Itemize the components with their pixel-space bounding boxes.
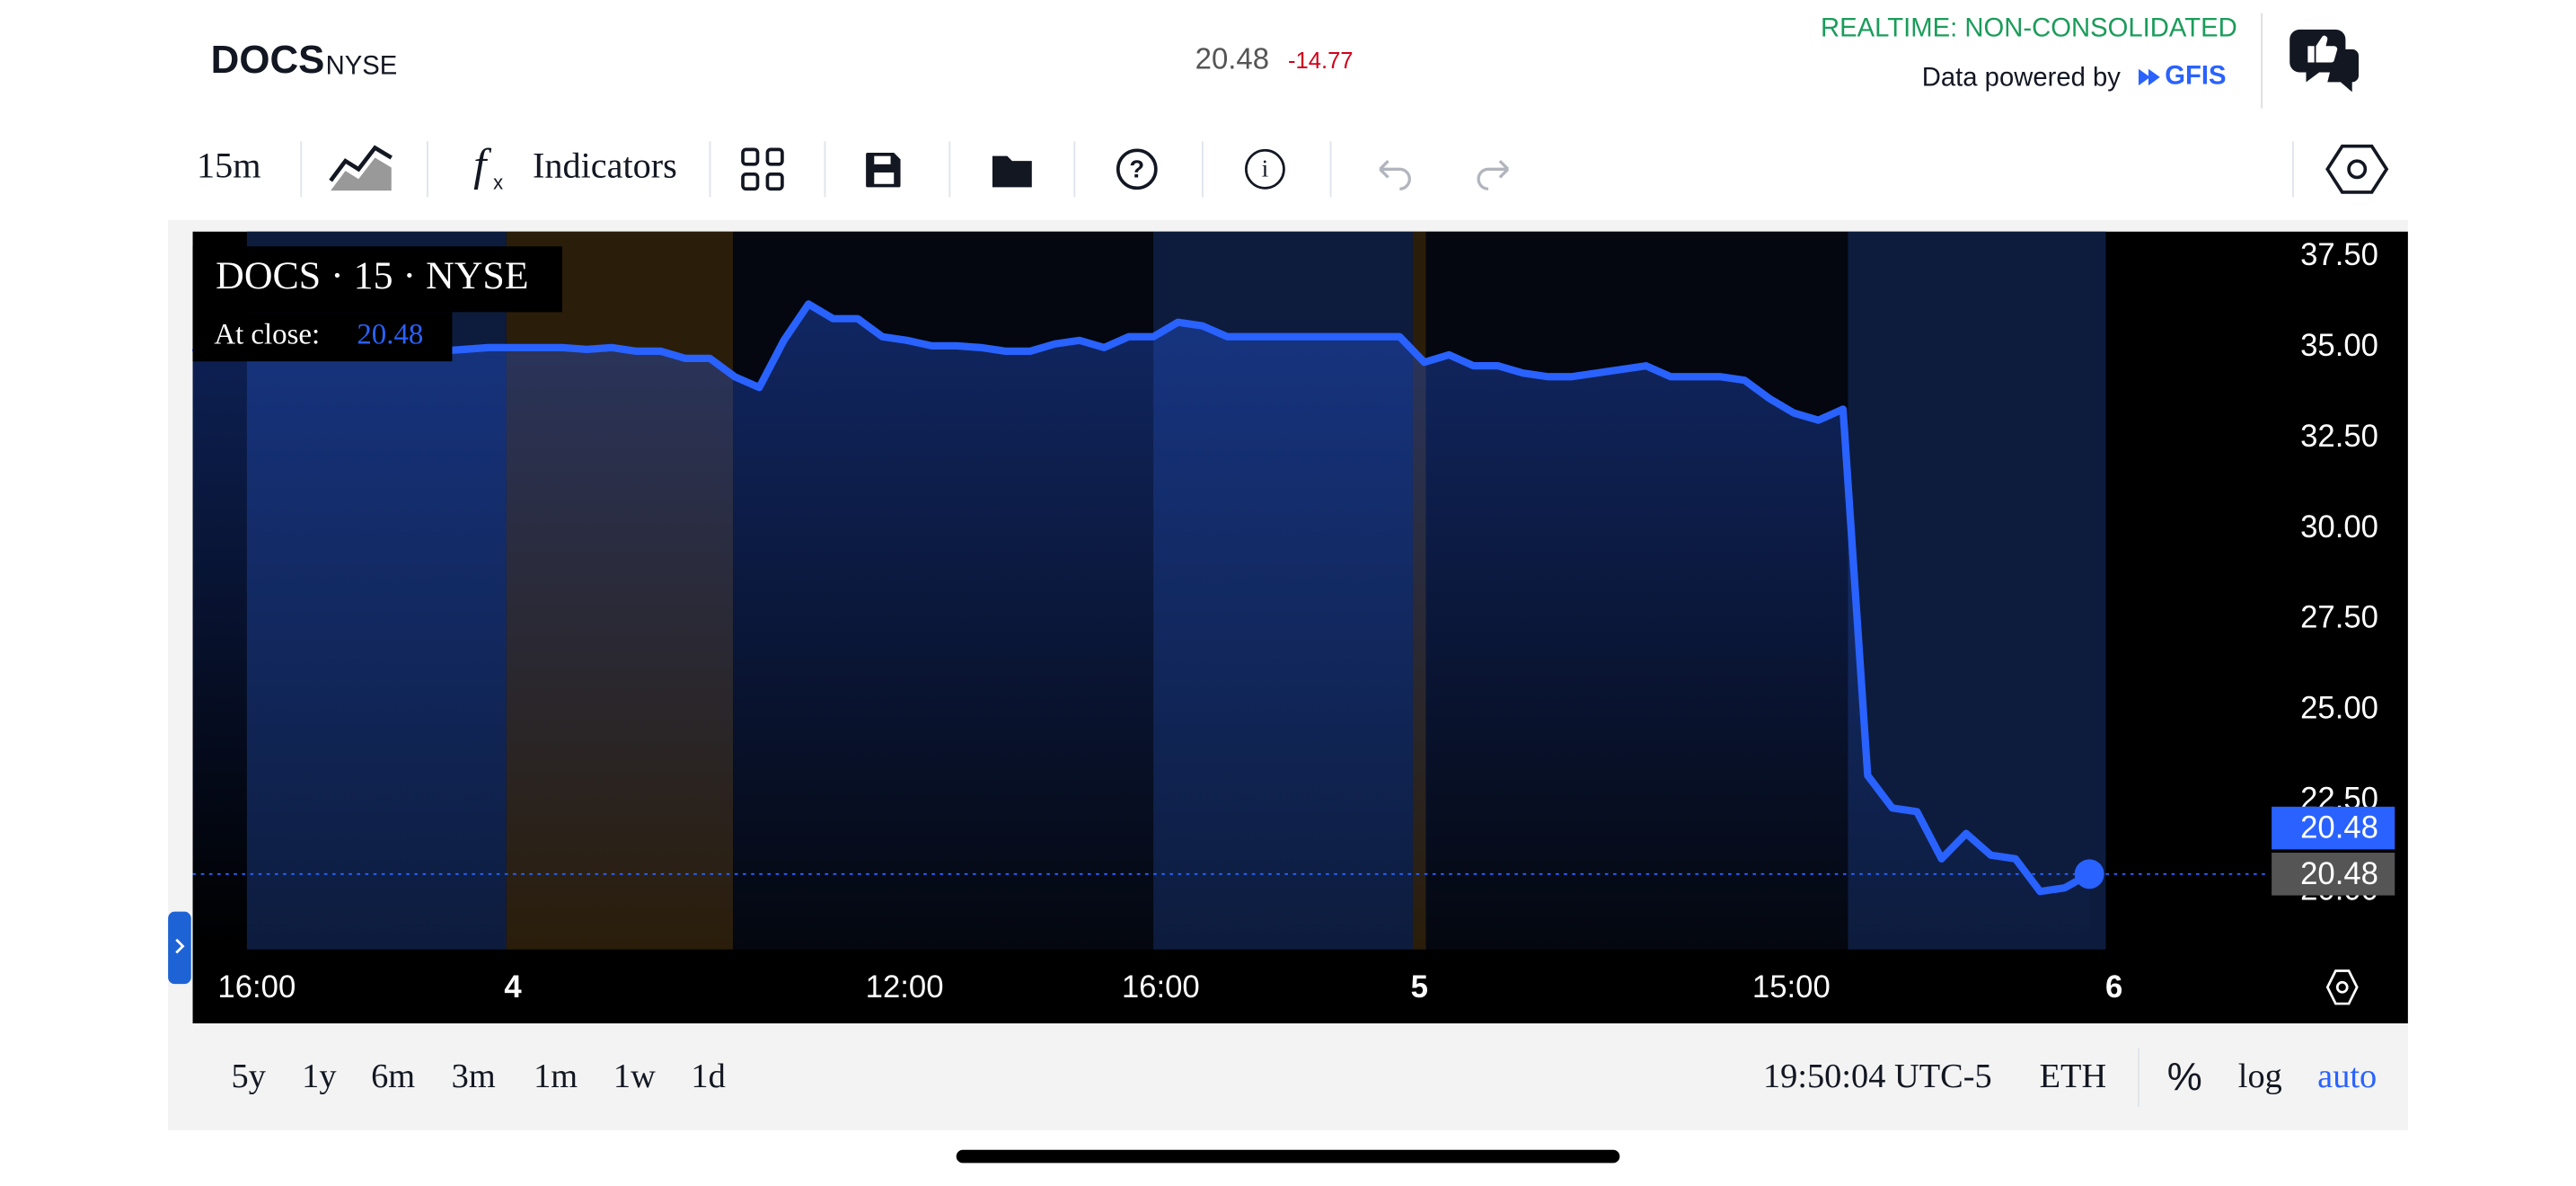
- svg-text:f: f: [473, 139, 492, 190]
- provider: GFIS: [2165, 62, 2226, 91]
- info-button[interactable]: i: [1245, 148, 1285, 190]
- axes: 20.0022.5025.0027.5030.0032.5035.0037.50…: [217, 238, 2395, 1005]
- range-button[interactable]: 3m: [452, 1058, 496, 1095]
- toolbar-separators: [300, 141, 2294, 198]
- legend-title: DOCS · 15 · NYSE: [216, 254, 528, 297]
- legend-box: [192, 312, 453, 362]
- svg-text:?: ?: [1129, 155, 1144, 182]
- home-indicator: [956, 1149, 1620, 1164]
- save-button[interactable]: [866, 153, 901, 188]
- provider-logo: [2139, 68, 2160, 86]
- x-tick-label: 16:00: [1122, 970, 1200, 1005]
- x-tick-label: 6: [2105, 970, 2122, 1005]
- price-label-box: [2272, 853, 2395, 896]
- x-tick-label: 4: [504, 970, 522, 1005]
- indicators-label: Indicators: [533, 146, 677, 186]
- y-tick-label: 37.50: [2300, 238, 2378, 272]
- price-label: 20.48: [2300, 857, 2378, 891]
- side-panel-toggle[interactable]: [168, 911, 191, 985]
- undo-button[interactable]: [1379, 160, 1411, 190]
- redo-button[interactable]: [1477, 160, 1510, 190]
- y-tick-label: 27.50: [2300, 601, 2378, 635]
- range-button[interactable]: 1w: [613, 1058, 656, 1095]
- area-fill: [192, 304, 2090, 950]
- open-button[interactable]: [992, 155, 1032, 188]
- range-button[interactable]: 1y: [302, 1058, 337, 1095]
- x-tick-label: 12:00: [866, 970, 944, 1005]
- help-button[interactable]: ?: [1116, 148, 1158, 190]
- session-button[interactable]: ETH: [2040, 1058, 2107, 1095]
- price-label: 20.48: [2300, 811, 2378, 845]
- x-tick-label: 15:00: [1752, 970, 1831, 1005]
- layout-button[interactable]: [741, 147, 784, 191]
- range-button[interactable]: 1m: [534, 1058, 578, 1095]
- time-axis-settings[interactable]: [2325, 969, 2359, 1005]
- feedback-button[interactable]: [2289, 29, 2360, 93]
- exchange: NYSE: [326, 52, 398, 81]
- y-tick-label: 30.00: [2300, 510, 2378, 544]
- price-label-box: [2272, 806, 2395, 850]
- x-tick-label: 16:00: [217, 970, 296, 1005]
- range-buttons: 5y 1y 6m 3m 1m 1w 1d: [232, 1058, 726, 1095]
- legend-box: [192, 246, 562, 313]
- at-close-value: 20.48: [357, 318, 423, 350]
- svg-text:x: x: [493, 172, 503, 194]
- interval-button[interactable]: 15m: [197, 146, 261, 186]
- symbol: DOCS: [211, 38, 325, 82]
- range-button[interactable]: 5y: [232, 1058, 267, 1095]
- y-tick-label: 35.00: [2300, 329, 2378, 363]
- auto-button[interactable]: auto: [2317, 1058, 2377, 1095]
- change: -14.77: [1288, 49, 1354, 74]
- price: 20.48: [1195, 41, 1269, 75]
- price-line: [191, 300, 2092, 896]
- log-button[interactable]: log: [2238, 1058, 2282, 1095]
- realtime-status: REALTIME: NON-CONSOLIDATED: [1821, 14, 2237, 43]
- y-tick-label: 25.00: [2300, 692, 2378, 726]
- percent-button[interactable]: %: [2167, 1055, 2202, 1099]
- settings-button[interactable]: [2325, 144, 2389, 194]
- range-button[interactable]: 1d: [691, 1058, 725, 1095]
- indicators-button[interactable]: f x Indicators: [473, 139, 677, 194]
- plot: [191, 300, 2267, 950]
- chart-type-button[interactable]: [329, 145, 393, 191]
- clock: 19:50:04 UTC-5: [1763, 1058, 1992, 1095]
- svg-text:i: i: [1262, 155, 1269, 181]
- y-tick-label: 32.50: [2300, 420, 2378, 454]
- at-close-label: At close:: [214, 318, 320, 350]
- range-button[interactable]: 6m: [371, 1058, 415, 1095]
- last-price-dot: [2074, 859, 2104, 890]
- x-tick-label: 5: [1411, 970, 1428, 1005]
- powered-by: Data powered by: [1922, 63, 2122, 92]
